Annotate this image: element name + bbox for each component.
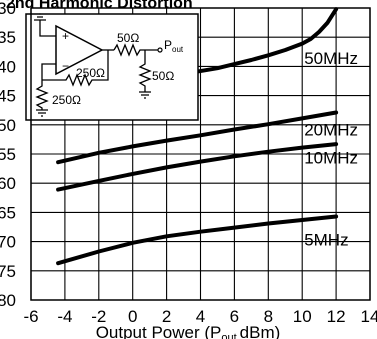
y-tick-label: 75 [0,262,16,281]
op-amp-minus: − [62,59,69,73]
y-tick-label: 30 [0,0,16,18]
x-axis-label: Output Power (Pout dBm) [96,323,281,339]
x-tick-label: -4 [57,307,72,326]
x-tick-label: 14 [361,307,377,326]
chart-title: 2nd Harmonic Distortion [6,0,193,12]
x-tick-labels: -6 -4 -2 0 2 4 6 8 10 12 14 [23,307,377,326]
ground-symbol-load [139,91,151,99]
pout-label: Pout [164,38,184,54]
ground-resistor-label: 250Ω [52,93,81,107]
x-tick-label: -6 [23,307,38,326]
series-lines [56,7,339,266]
x-tick-label: 2 [162,307,171,326]
ground-resistor [35,80,49,110]
y-tick-label: 55 [0,145,16,164]
x-tick-label: 10 [293,307,312,326]
series-resistor [113,43,158,57]
series-line-5MHz [56,214,339,266]
series-line-20MHz [56,110,339,165]
x-tick-label: 12 [327,307,346,326]
minus-input-wire [41,63,56,80]
series-label-20MHz: 20MHz [304,120,358,139]
x-tick-label: 8 [264,307,273,326]
x-tick-label: 6 [230,307,239,326]
series-label-50MHz: 50MHz [304,49,358,68]
plot-frame [30,7,371,301]
y-tick-label: 80 [0,291,16,310]
x-tick-label: 0 [128,307,137,326]
series-line-50MHz [191,7,339,75]
ground-symbol-bottom [36,109,48,117]
feedback-resistor [42,50,109,87]
load-resistor [138,50,152,92]
series-labels: 50MHz 20MHz 10MHz 5MHz [304,49,358,249]
y-tick-label: 35 [0,28,16,47]
y-tick-labels: 30 35 40 45 50 55 60 65 70 75 80 [0,0,16,310]
ground-symbol-top [34,13,46,21]
series-label-5MHz: 5MHz [304,230,348,249]
y-tick-label: 60 [0,174,16,193]
y-tick-label: 70 [0,233,16,252]
y-tick-label: 45 [0,87,16,106]
y-tick-label: 65 [0,203,16,222]
series-resistor-label: 50Ω [117,31,139,45]
x-tick-label: -2 [91,307,106,326]
series-label-10MHz: 10MHz [304,149,358,168]
series-line-10MHz [56,142,339,192]
op-amp-symbol [55,24,104,76]
load-resistor-label: 50Ω [152,69,174,83]
x-tick-label: 4 [196,307,205,326]
circuit-inset: + − 50Ω Pout 50Ω 250Ω 250Ω [25,13,199,121]
inset-frame [25,13,199,121]
feedback-resistor-label: 250Ω [76,66,105,80]
y-tick-label: 50 [0,116,16,135]
plus-input-wire [39,20,56,37]
output-node [157,47,163,53]
y-tick-label: 40 [0,57,16,76]
op-amp-plus: + [62,29,69,43]
